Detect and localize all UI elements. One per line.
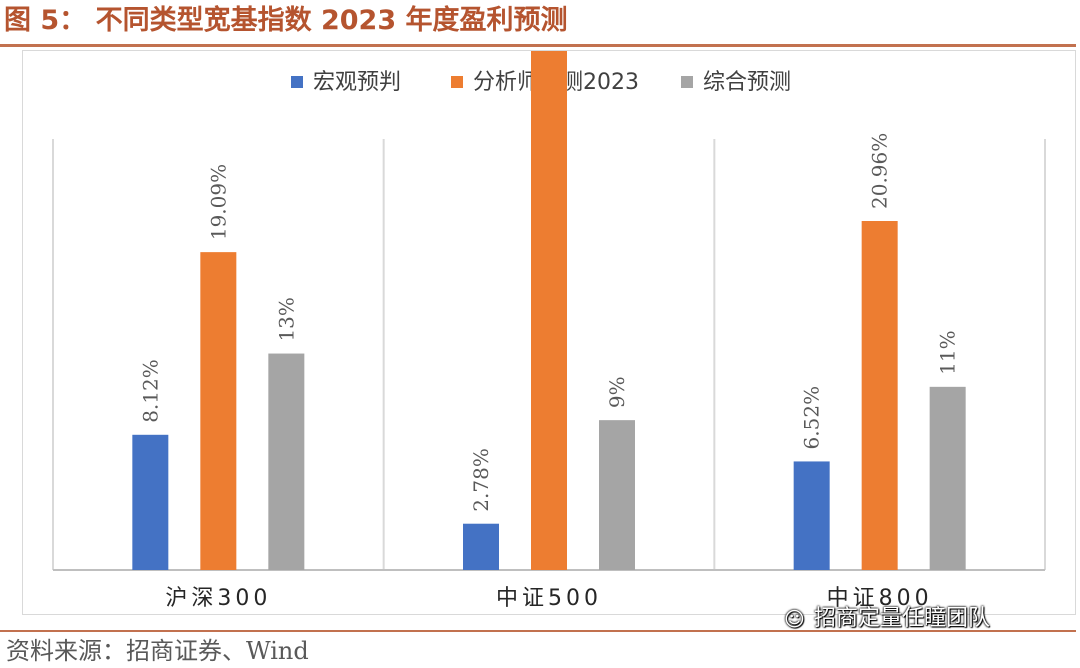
source-note: 资料来源：招商证券、Wind <box>6 637 309 665</box>
legend-swatch <box>681 76 693 88</box>
legend-swatch <box>291 76 303 88</box>
bar <box>861 221 898 570</box>
bar <box>929 386 966 570</box>
footer-divider <box>0 630 1076 632</box>
data-label: 13% <box>274 297 298 341</box>
bar-chart: 宏观预判分析师预测2023综合预测8.12%19.09%13%沪深3002.78… <box>52 51 1046 611</box>
legend-swatch <box>451 76 463 88</box>
watermark-text: 招商定量任瞳团队 <box>814 606 991 631</box>
figure-title: 图 5： 不同类型宽基指数 2023 年度盈利预测 <box>4 5 568 36</box>
chart-area: 宏观预判分析师预测2023综合预测8.12%19.09%13%沪深3002.78… <box>22 50 1076 615</box>
data-label: 6.52% <box>800 386 824 450</box>
category-label: 中证800 <box>827 586 933 611</box>
bar <box>268 353 305 570</box>
data-label: 20.96% <box>868 133 892 209</box>
bar <box>463 523 499 570</box>
data-label: 2.78% <box>469 448 493 512</box>
data-label: 19.09% <box>206 164 230 240</box>
data-label: 11% <box>936 330 960 374</box>
title-divider <box>0 44 1076 47</box>
watermark: ☺ 招商定量任瞳团队 <box>784 604 990 634</box>
category-label: 中证500 <box>496 586 602 611</box>
data-label: 8.12% <box>138 359 162 423</box>
category-label: 沪深300 <box>165 586 271 611</box>
legend-label: 综合预测 <box>703 70 791 95</box>
bar <box>599 420 635 570</box>
bar <box>793 461 830 570</box>
bar <box>132 434 169 570</box>
legend-label: 宏观预判 <box>313 70 401 95</box>
wechat-icon: ☺ <box>784 607 805 631</box>
bar <box>531 51 567 571</box>
data-label: 9% <box>605 376 629 408</box>
bar <box>200 252 237 570</box>
